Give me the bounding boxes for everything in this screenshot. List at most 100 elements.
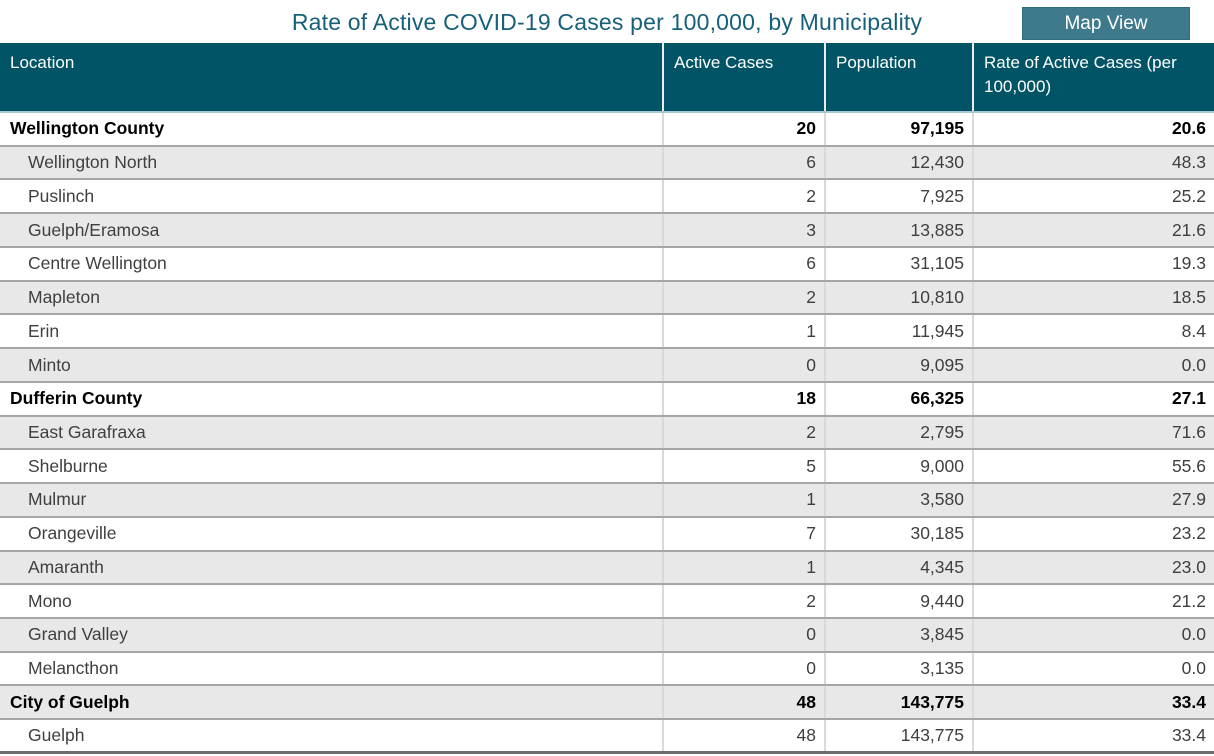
location-cell[interactable]: Wellington North — [28, 152, 158, 173]
population-cell[interactable]: 31,105 — [824, 247, 972, 280]
population-cell[interactable]: 30,185 — [824, 517, 972, 550]
location-cell[interactable]: Amaranth — [28, 556, 104, 577]
active-cases-cell[interactable]: 20 — [662, 113, 824, 145]
table-row[interactable]: Grand Valley 0 3,845 0.0 — [0, 619, 1214, 653]
rate-cell[interactable]: 19.3 — [972, 247, 1214, 280]
active-cases-cell[interactable]: 0 — [662, 619, 824, 651]
table-row[interactable]: Puslinch 2 7,925 25.2 — [0, 180, 1214, 215]
table-row[interactable]: Mono 2 9,440 21.2 — [0, 585, 1214, 620]
column-header-active-cases[interactable]: Active Cases — [662, 43, 824, 111]
active-cases-cell[interactable]: 1 — [662, 551, 824, 584]
table-row[interactable]: Shelburne 5 9,000 55.6 — [0, 450, 1214, 485]
location-cell[interactable]: Grand Valley — [28, 624, 128, 645]
location-cell[interactable]: Guelph/Eramosa — [28, 219, 160, 240]
rate-cell[interactable]: 0.0 — [972, 349, 1214, 381]
rate-cell[interactable]: 21.2 — [972, 585, 1214, 618]
population-cell[interactable]: 9,095 — [824, 349, 972, 381]
table-row[interactable]: City of Guelph 48 143,775 33.4 — [0, 686, 1214, 721]
population-cell[interactable]: 3,580 — [824, 484, 972, 516]
population-cell[interactable]: 13,885 — [824, 214, 972, 246]
location-cell[interactable]: Guelph — [28, 725, 85, 746]
table-row[interactable]: Amaranth 1 4,345 23.0 — [0, 551, 1214, 586]
population-cell[interactable]: 9,000 — [824, 450, 972, 483]
table-row[interactable]: Erin 1 11,945 8.4 — [0, 315, 1214, 350]
population-cell[interactable]: 7,925 — [824, 180, 972, 213]
population-cell[interactable]: 143,775 — [824, 686, 972, 719]
rate-cell[interactable]: 0.0 — [972, 619, 1214, 651]
active-cases-cell[interactable]: 7 — [662, 517, 824, 550]
location-cell[interactable]: Puslinch — [28, 185, 95, 206]
rate-cell[interactable]: 55.6 — [972, 450, 1214, 483]
table-row[interactable]: Wellington North 6 12,430 48.3 — [0, 146, 1214, 181]
population-cell[interactable]: 11,945 — [824, 315, 972, 348]
population-cell[interactable]: 97,195 — [824, 113, 972, 145]
table-row[interactable]: East Garafraxa 2 2,795 71.6 — [0, 416, 1214, 451]
table-row[interactable]: Melancthon 0 3,135 0.0 — [0, 652, 1214, 687]
table-row[interactable]: Dufferin County 18 66,325 27.1 — [0, 382, 1214, 417]
column-header-rate[interactable]: Rate of Active Cases (per 100,000) — [972, 43, 1214, 111]
table-row[interactable]: Wellington County 20 97,195 20.6 — [0, 113, 1214, 147]
location-cell[interactable]: Dufferin County — [10, 388, 143, 409]
rate-cell[interactable]: 18.5 — [972, 281, 1214, 314]
active-cases-cell[interactable]: 3 — [662, 214, 824, 246]
rate-cell[interactable]: 33.4 — [972, 686, 1214, 719]
population-cell[interactable]: 2,795 — [824, 416, 972, 449]
table-row[interactable]: Orangeville 7 30,185 23.2 — [0, 517, 1214, 552]
location-cell[interactable]: Wellington County — [10, 118, 165, 139]
map-view-button[interactable]: Map View — [1022, 7, 1190, 40]
population-cell[interactable]: 9,440 — [824, 585, 972, 618]
rate-cell[interactable]: 25.2 — [972, 180, 1214, 213]
rate-cell[interactable]: 8.4 — [972, 315, 1214, 348]
active-cases-cell[interactable]: 1 — [662, 315, 824, 348]
active-cases-cell[interactable]: 0 — [662, 349, 824, 381]
active-cases-cell[interactable]: 48 — [662, 720, 824, 751]
location-cell[interactable]: Erin — [28, 320, 60, 341]
rate-cell[interactable]: 27.9 — [972, 484, 1214, 516]
active-cases-cell[interactable]: 2 — [662, 180, 824, 213]
population-cell[interactable]: 4,345 — [824, 551, 972, 584]
table-row[interactable]: Guelph 48 143,775 33.4 — [0, 720, 1214, 754]
active-cases-cell[interactable]: 48 — [662, 686, 824, 719]
location-cell[interactable]: Mono — [28, 590, 72, 611]
column-header-population[interactable]: Population — [824, 43, 972, 111]
active-cases-cell[interactable]: 6 — [662, 146, 824, 179]
active-cases-cell[interactable]: 1 — [662, 484, 824, 516]
table-row[interactable]: Minto 0 9,095 0.0 — [0, 349, 1214, 383]
rate-cell[interactable]: 48.3 — [972, 146, 1214, 179]
rate-cell[interactable]: 27.1 — [972, 382, 1214, 415]
active-cases-cell[interactable]: 2 — [662, 585, 824, 618]
rate-cell[interactable]: 0.0 — [972, 652, 1214, 685]
location-cell[interactable]: Mulmur — [28, 489, 87, 510]
table-row[interactable]: Guelph/Eramosa 3 13,885 21.6 — [0, 214, 1214, 248]
table-row[interactable]: Centre Wellington 6 31,105 19.3 — [0, 247, 1214, 282]
location-cell[interactable]: Melancthon — [28, 658, 119, 679]
active-cases-cell[interactable]: 2 — [662, 416, 824, 449]
column-header-location[interactable]: Location — [10, 53, 75, 72]
location-cell[interactable]: Minto — [28, 354, 71, 375]
location-cell[interactable]: Centre Wellington — [28, 253, 167, 274]
rate-cell[interactable]: 33.4 — [972, 720, 1214, 751]
table-row[interactable]: Mapleton 2 10,810 18.5 — [0, 281, 1214, 316]
rate-cell[interactable]: 21.6 — [972, 214, 1214, 246]
active-cases-cell[interactable]: 5 — [662, 450, 824, 483]
rate-cell[interactable]: 71.6 — [972, 416, 1214, 449]
location-cell[interactable]: Shelburne — [28, 455, 108, 476]
location-cell[interactable]: East Garafraxa — [28, 421, 146, 442]
population-cell[interactable]: 12,430 — [824, 146, 972, 179]
active-cases-cell[interactable]: 18 — [662, 382, 824, 415]
population-cell[interactable]: 3,845 — [824, 619, 972, 651]
rate-cell[interactable]: 20.6 — [972, 113, 1214, 145]
location-cell[interactable]: Mapleton — [28, 287, 100, 308]
active-cases-cell[interactable]: 2 — [662, 281, 824, 314]
location-cell[interactable]: City of Guelph — [10, 691, 130, 712]
population-cell[interactable]: 10,810 — [824, 281, 972, 314]
population-cell[interactable]: 66,325 — [824, 382, 972, 415]
location-cell[interactable]: Orangeville — [28, 523, 117, 544]
active-cases-cell[interactable]: 6 — [662, 247, 824, 280]
population-cell[interactable]: 3,135 — [824, 652, 972, 685]
rate-cell[interactable]: 23.2 — [972, 517, 1214, 550]
rate-cell[interactable]: 23.0 — [972, 551, 1214, 584]
active-cases-cell[interactable]: 0 — [662, 652, 824, 685]
population-cell[interactable]: 143,775 — [824, 720, 972, 751]
table-row[interactable]: Mulmur 1 3,580 27.9 — [0, 484, 1214, 518]
